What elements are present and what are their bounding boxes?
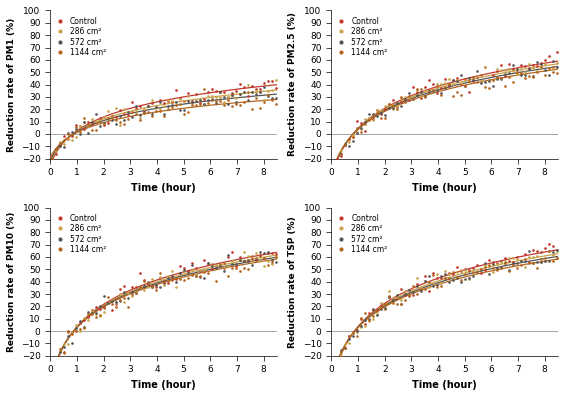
X-axis label: Time (hour): Time (hour) [412,380,477,390]
Legend: Control, 286 cm², 572 cm², 1144 cm²: Control, 286 cm², 572 cm², 1144 cm² [54,211,108,256]
Y-axis label: Reduction rate of PM1 (%): Reduction rate of PM1 (%) [7,17,16,152]
Y-axis label: Reduction rate of PM2.5 (%): Reduction rate of PM2.5 (%) [288,13,297,156]
X-axis label: Time (hour): Time (hour) [412,183,477,193]
Y-axis label: Reduction rate of PM10 (%): Reduction rate of PM10 (%) [7,212,16,352]
Legend: Control, 286 cm², 572 cm², 1144 cm²: Control, 286 cm², 572 cm², 1144 cm² [335,14,390,60]
X-axis label: Time (hour): Time (hour) [131,380,196,390]
Legend: Control, 286 cm², 572 cm², 1144 cm²: Control, 286 cm², 572 cm², 1144 cm² [335,211,390,256]
X-axis label: Time (hour): Time (hour) [131,183,196,193]
Legend: Control, 286 cm², 572 cm², 1144 cm²: Control, 286 cm², 572 cm², 1144 cm² [54,14,108,60]
Y-axis label: Reduction rate of TSP (%): Reduction rate of TSP (%) [288,216,297,347]
